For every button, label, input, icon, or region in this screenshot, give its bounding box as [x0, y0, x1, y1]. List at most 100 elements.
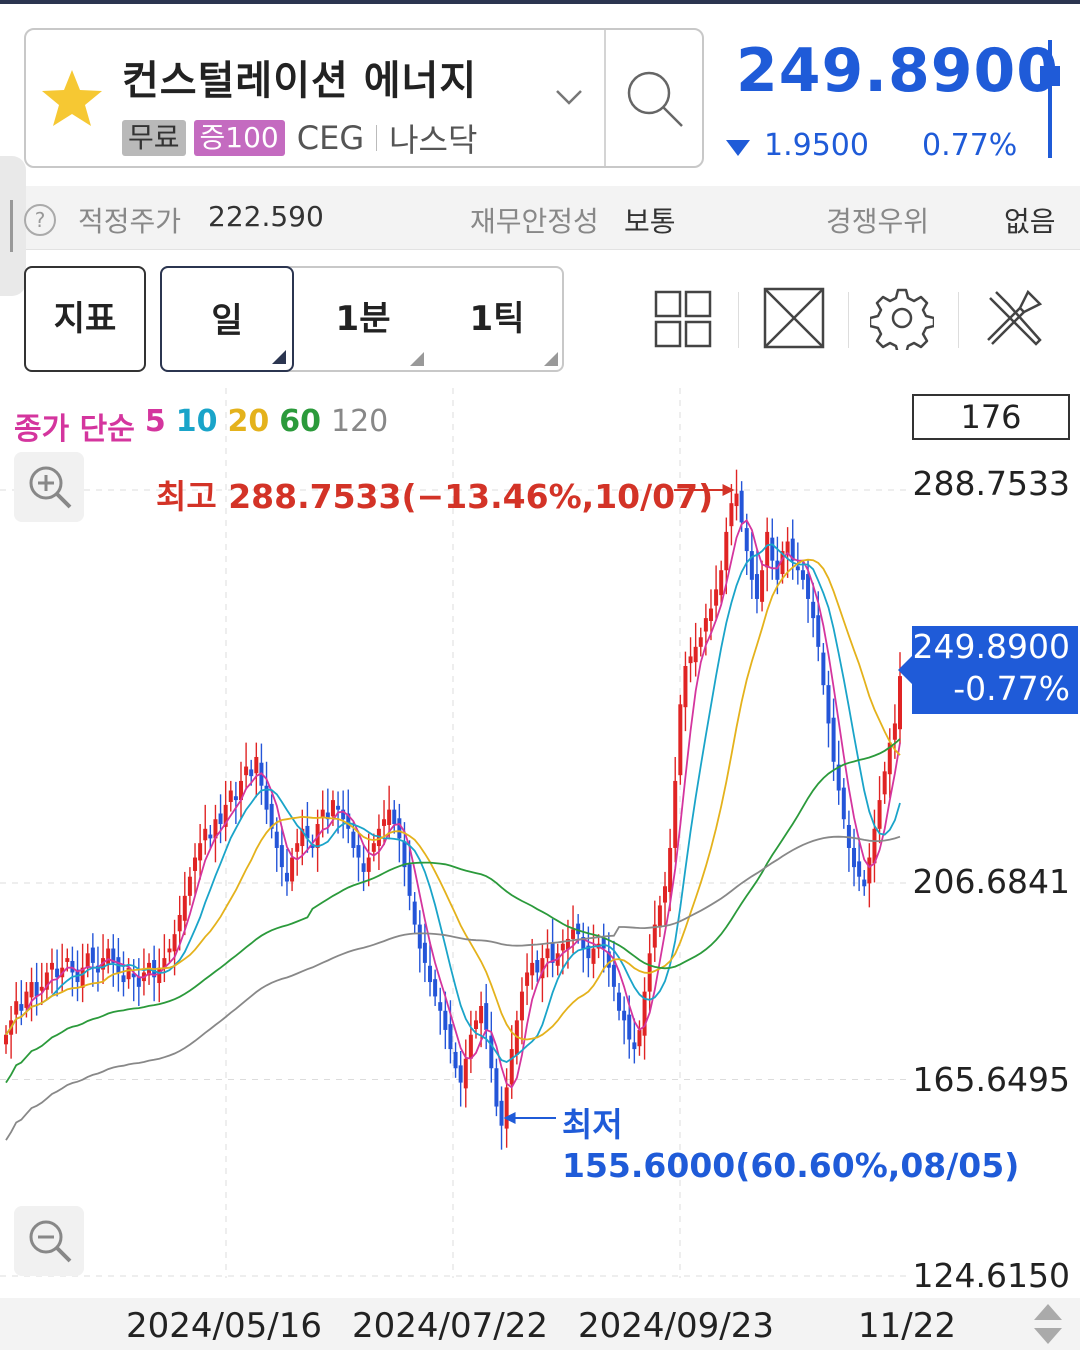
- legend-ma5: 5: [144, 404, 166, 439]
- candle-body: [836, 764, 841, 791]
- current-price-tag: 249.8900 -0.77%: [898, 626, 1078, 714]
- candle-body: [187, 876, 192, 896]
- candle-body: [244, 766, 249, 776]
- candle-body: [182, 895, 187, 921]
- candle-body: [760, 570, 765, 602]
- period-day-button[interactable]: 일: [160, 266, 294, 372]
- candle-body: [668, 847, 673, 893]
- candle-body: [683, 665, 688, 708]
- moving-average-line-5: [5, 519, 901, 1089]
- candle-body: [111, 948, 116, 963]
- stock-tags: 무료 증100 CEG 나스닥: [122, 118, 477, 159]
- stability-label: 재무안정성: [470, 205, 599, 238]
- candle-body: [290, 857, 295, 882]
- candle-body: [382, 819, 387, 826]
- candle-body: [193, 857, 198, 871]
- stock-name[interactable]: 컨스털레이션 에너지: [122, 58, 478, 104]
- legend-ma20: 20: [227, 404, 270, 439]
- candle-body: [65, 958, 70, 962]
- y-axis-label: 206.6841: [912, 862, 1070, 901]
- candle-body: [673, 780, 678, 848]
- star-icon[interactable]: [40, 66, 104, 130]
- toolbar-separator: [958, 292, 959, 348]
- price-tag-value: 249.8900: [912, 627, 1070, 666]
- candle-body: [126, 967, 131, 980]
- candle-body: [877, 800, 882, 829]
- legend-prefix: 종가 단순: [14, 412, 135, 447]
- candle-body: [136, 977, 141, 987]
- legend-ma120: 120: [330, 404, 389, 439]
- layout-grid-icon[interactable]: [652, 286, 716, 350]
- tools-icon[interactable]: [982, 286, 1046, 350]
- side-panel-handle[interactable]: [0, 156, 26, 296]
- candle-body: [754, 574, 759, 599]
- candle-body: [693, 646, 698, 663]
- chevron-down-icon[interactable]: [554, 86, 584, 108]
- mini-candle-icon: [1040, 40, 1060, 158]
- candle-body: [264, 785, 269, 810]
- candle-body: [657, 905, 662, 928]
- candle-body: [4, 1034, 8, 1045]
- candle-body: [228, 790, 233, 802]
- candle-body: [310, 844, 315, 848]
- price-tag-percent: -0.77%: [953, 669, 1070, 708]
- price-change-percent: 0.77%: [922, 128, 1018, 163]
- period-minute-label: 1분: [335, 299, 391, 339]
- candle-body: [872, 828, 877, 864]
- x-axis-label: 11/22: [858, 1306, 956, 1346]
- x-axis-label: 2024/09/23: [578, 1306, 774, 1346]
- moving-average-legend[interactable]: 종가 단순 5 10 20 60 120: [14, 404, 388, 448]
- candle-body: [24, 991, 29, 1008]
- price-chart[interactable]: [0, 388, 1080, 1298]
- free-badge: 무료: [122, 120, 186, 156]
- period-tick-button[interactable]: 1틱: [430, 266, 564, 372]
- candle-body: [269, 803, 274, 829]
- candle-body: [724, 531, 729, 571]
- candle-body: [637, 1029, 642, 1047]
- candle-body: [346, 813, 351, 829]
- candle-body: [392, 809, 397, 825]
- period-minute-button[interactable]: 1분: [296, 266, 430, 372]
- candle-body: [591, 948, 596, 964]
- candle-body: [428, 965, 433, 983]
- candle-body: [790, 538, 795, 561]
- candle-body: [95, 965, 100, 973]
- candle-body: [540, 958, 545, 979]
- candle-body: [519, 991, 524, 1021]
- candle-body: [438, 1002, 443, 1011]
- indicator-button[interactable]: 지표: [24, 266, 146, 372]
- candle-body: [586, 945, 591, 959]
- scroll-arrows-icon[interactable]: [1030, 1302, 1066, 1346]
- high-marker-arrow: [722, 484, 735, 496]
- candle-body: [44, 972, 49, 990]
- moving-average-line-120: [5, 835, 901, 1141]
- candle-body: [167, 948, 172, 953]
- fullscreen-icon[interactable]: [762, 286, 826, 350]
- candle-body: [714, 589, 719, 606]
- help-icon[interactable]: ?: [24, 204, 56, 236]
- candle-body: [887, 742, 892, 775]
- candle-body: [780, 551, 785, 575]
- fair-price-value: 222.590: [208, 200, 324, 233]
- gear-icon[interactable]: [870, 286, 934, 350]
- zoom-in-icon[interactable]: [14, 452, 84, 522]
- fair-price-label: 적정주가: [78, 205, 182, 238]
- candle-body: [85, 953, 90, 968]
- candle-body: [213, 819, 218, 839]
- tag-separator: [376, 125, 378, 151]
- candle-body: [106, 948, 111, 964]
- candle-body: [606, 951, 611, 968]
- search-icon[interactable]: [622, 66, 686, 130]
- candle-body: [857, 861, 862, 877]
- candle-body: [565, 938, 570, 950]
- candle-body: [233, 796, 238, 801]
- stock-selector[interactable]: 컨스털레이션 에너지 무료 증100 CEG 나스닥: [24, 28, 704, 168]
- candle-body: [795, 566, 800, 571]
- candle-body: [366, 857, 371, 872]
- zoom-out-icon[interactable]: [14, 1206, 84, 1276]
- candle-body: [305, 825, 310, 839]
- candle-count-box[interactable]: 176: [912, 394, 1070, 440]
- candle-body: [80, 967, 85, 988]
- candle-body: [371, 843, 376, 852]
- candlestick-chart[interactable]: [0, 388, 1080, 1298]
